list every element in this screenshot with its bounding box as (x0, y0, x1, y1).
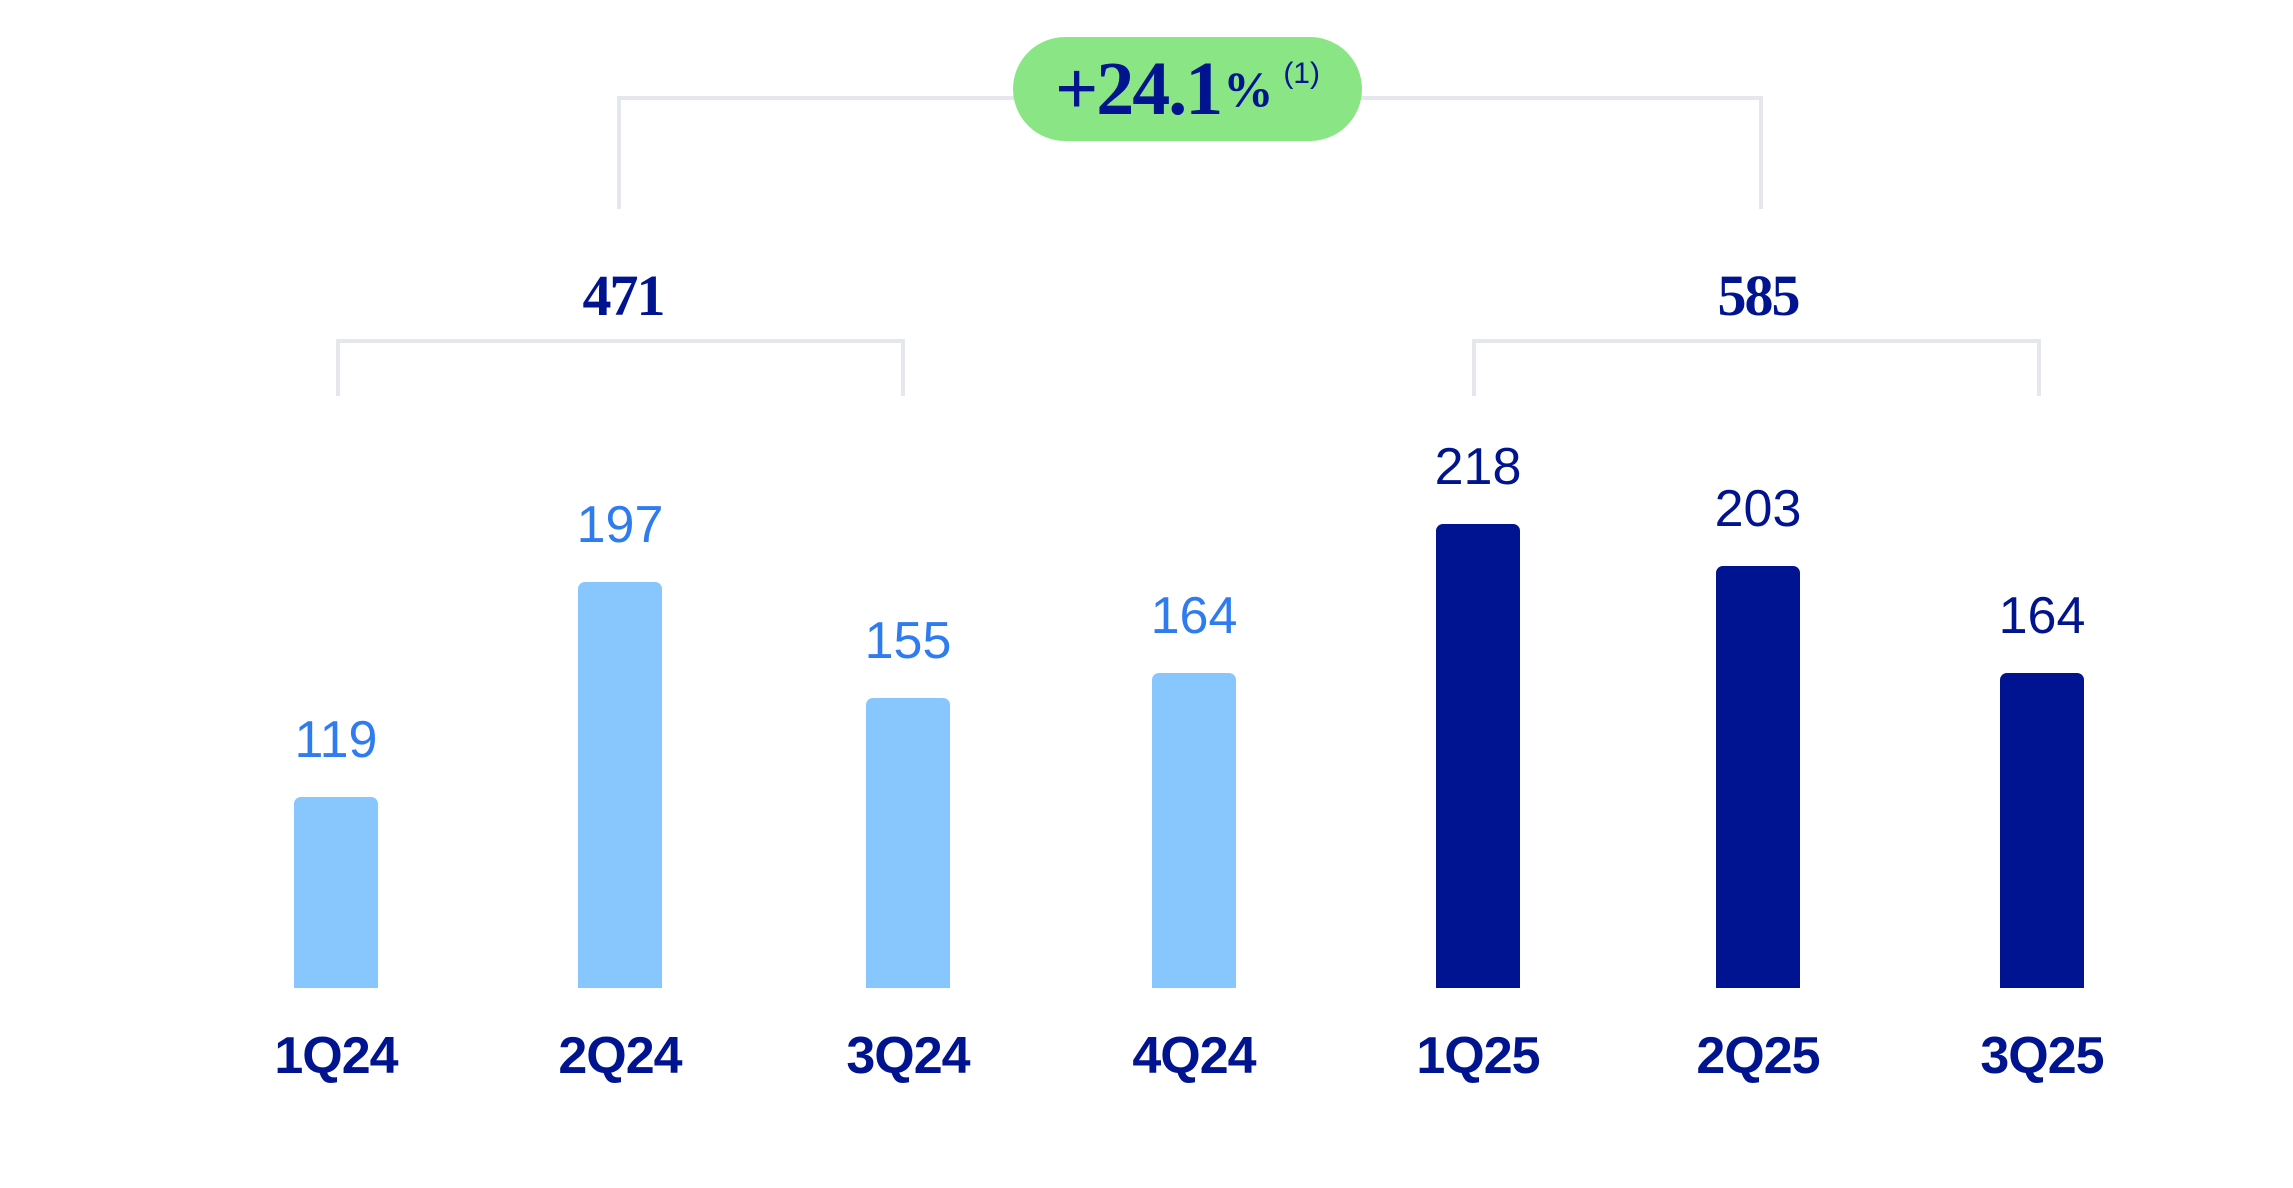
category-label: 2Q25 (1696, 1027, 1820, 1085)
group-bracket-2024-top (336, 339, 905, 343)
category-label: 2Q24 (558, 1027, 682, 1085)
bar-value-label: 119 (294, 711, 378, 769)
bar-value-label: 203 (1714, 480, 1802, 538)
category-label: 1Q24 (274, 1027, 398, 1085)
category-label: 3Q25 (1980, 1027, 2104, 1085)
bar-2q25 (1716, 566, 1800, 988)
category-label: 3Q24 (846, 1027, 970, 1085)
bar-value-label: 218 (1434, 438, 1522, 496)
category-label: 1Q25 (1416, 1027, 1540, 1085)
bar-value-label: 197 (576, 496, 664, 554)
growth-unit: % (1223, 61, 1274, 117)
bar-2q24 (578, 582, 662, 988)
growth-footnote: (1) (1283, 57, 1320, 90)
growth-value: +24.1 (1055, 47, 1223, 131)
bar-value-label: 164 (1998, 587, 2086, 645)
group-bracket-2025-left (1472, 339, 1476, 396)
bar-3q24 (866, 698, 950, 988)
bar-value-label: 155 (864, 612, 952, 670)
group-total-2024: 471 (582, 263, 666, 328)
group-bracket-2024-right (901, 339, 905, 396)
group-total-2025: 585 (1717, 263, 1801, 328)
growth-bracket-right (1759, 96, 1763, 209)
bar-1q25 (1436, 524, 1520, 988)
group-bracket-2024-left (336, 339, 340, 396)
bar-1q24 (294, 797, 378, 988)
bar-4q24 (1152, 673, 1236, 988)
growth-bracket-left (617, 96, 621, 209)
group-bracket-2025-right (2037, 339, 2041, 396)
bar-3q25 (2000, 673, 2084, 988)
growth-badge: +24.1 % (1) (1013, 37, 1362, 141)
group-bracket-2025-top (1472, 339, 2041, 343)
category-label: 4Q24 (1132, 1027, 1256, 1085)
bar-value-label: 164 (1150, 587, 1238, 645)
